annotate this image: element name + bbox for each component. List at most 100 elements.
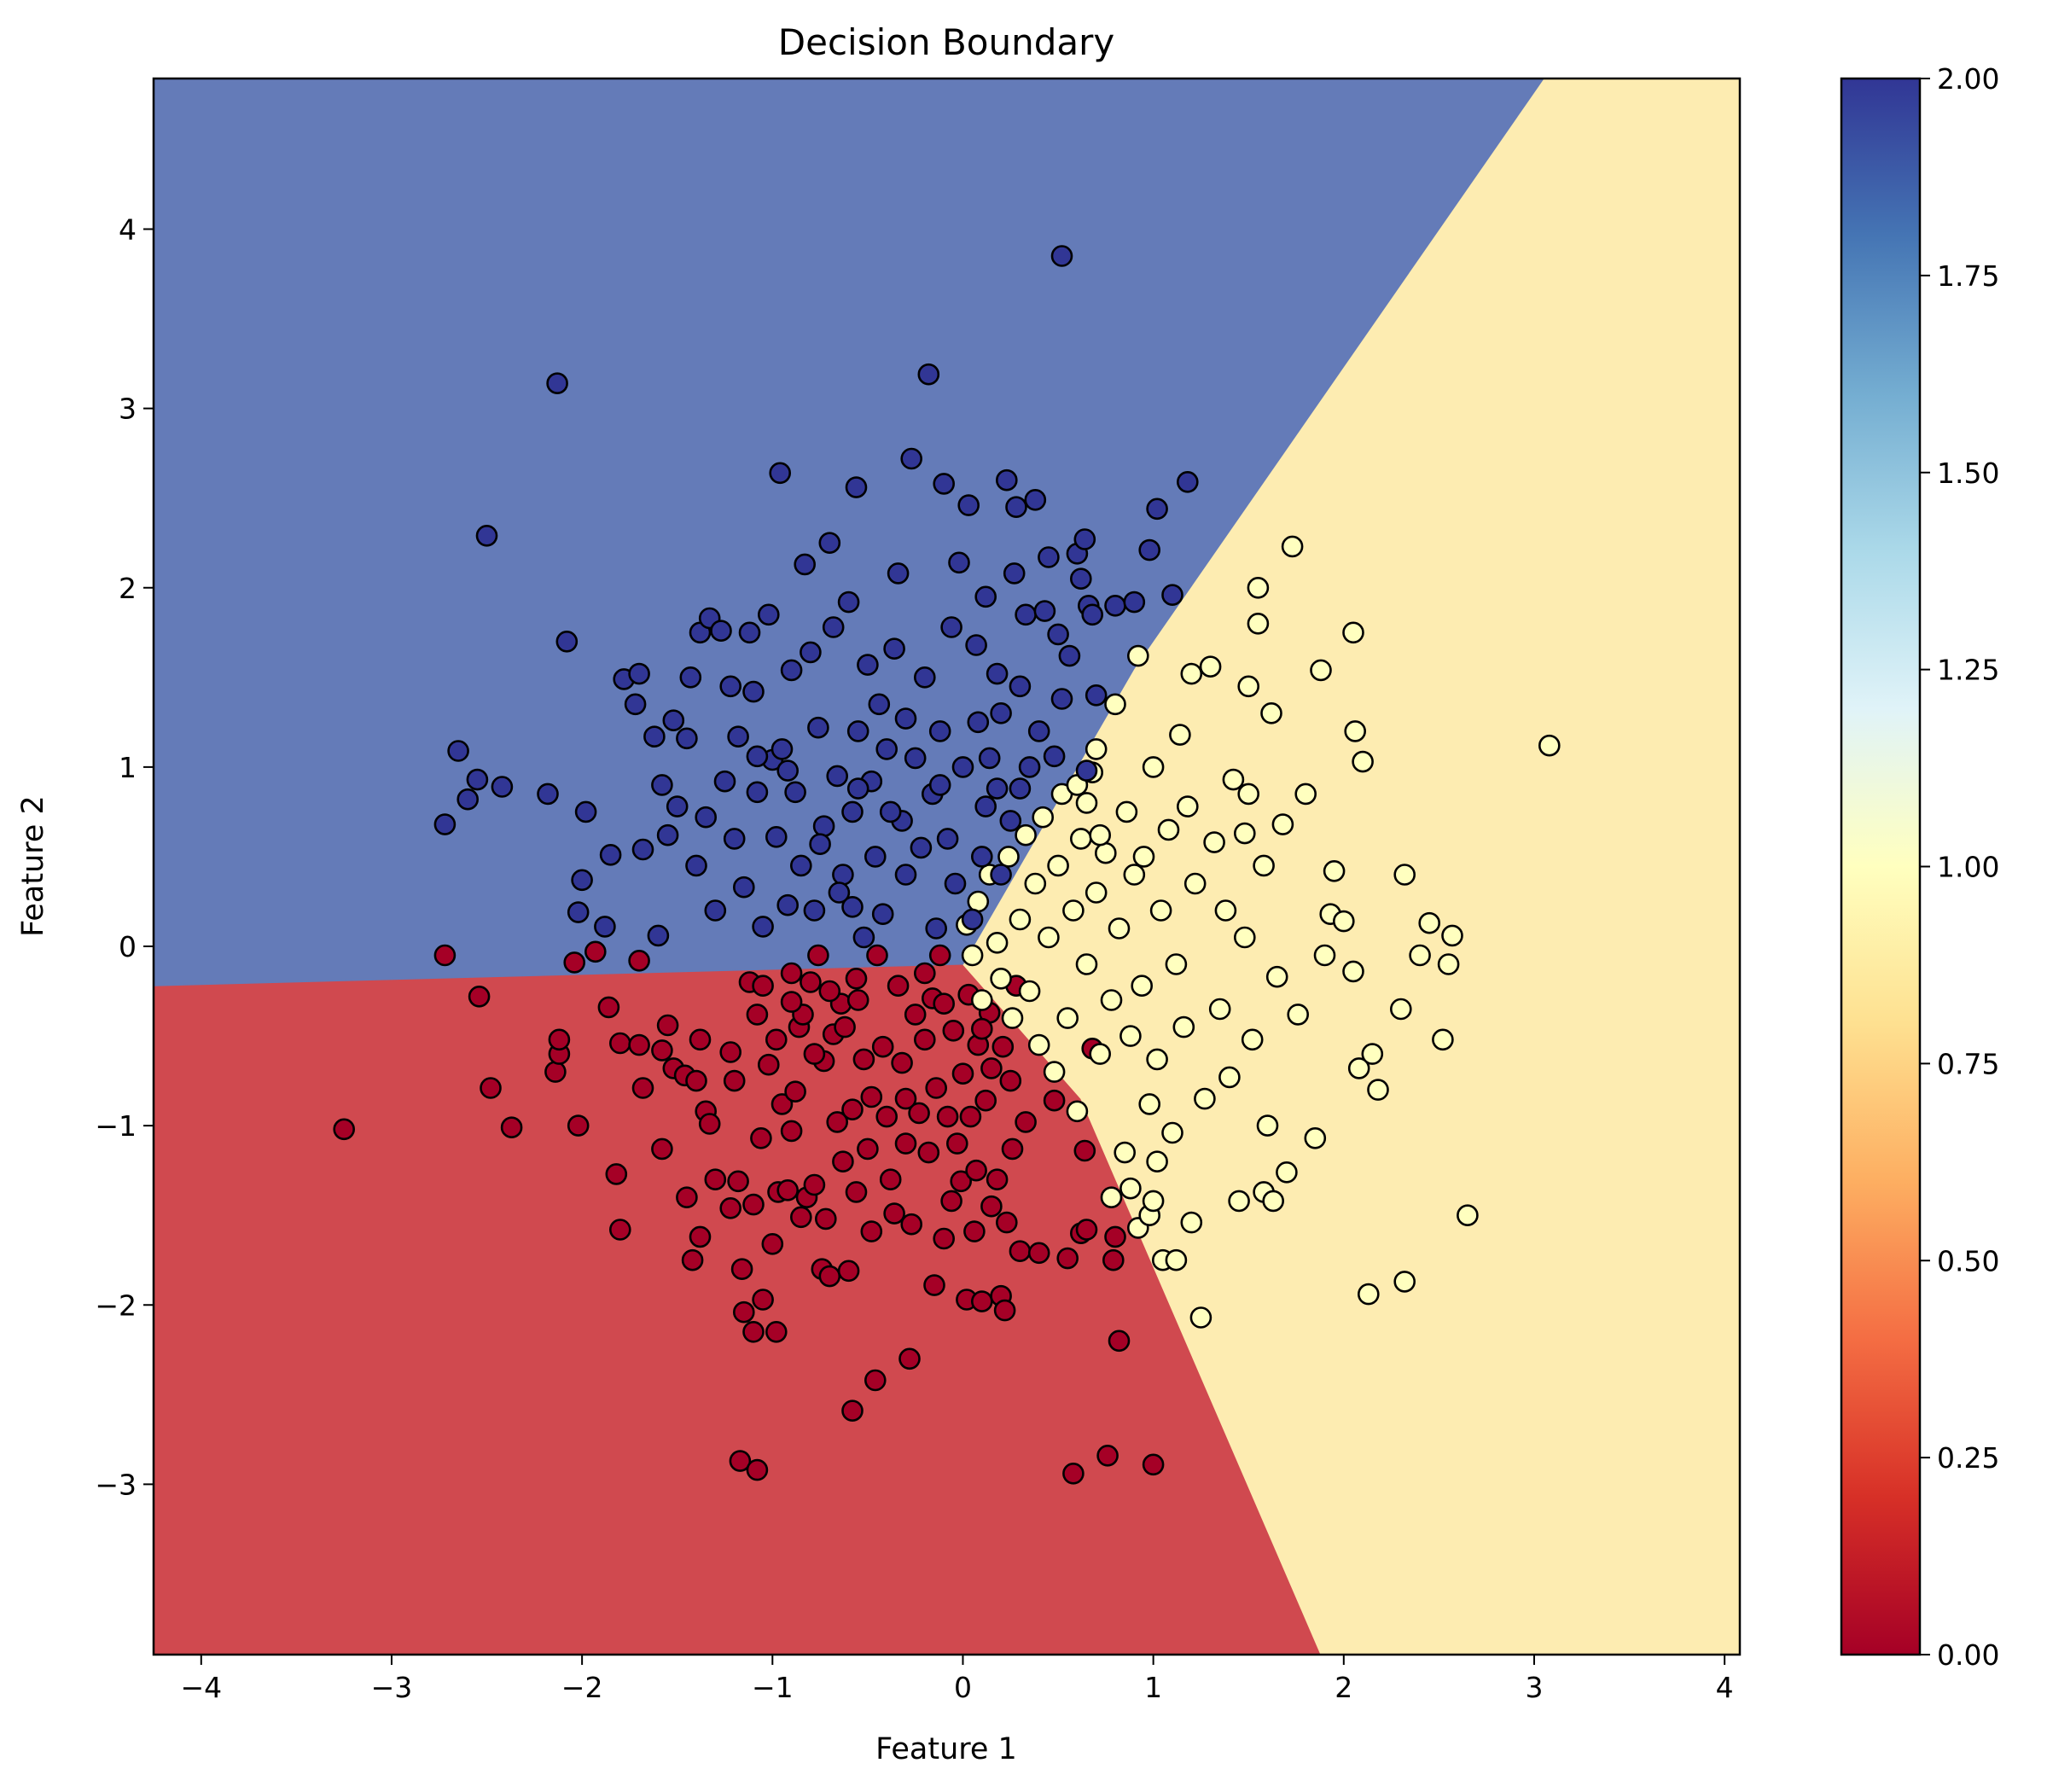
data-point-class-2 [986, 777, 1009, 800]
data-point-class-1 [1241, 1028, 1264, 1051]
data-point-class-0 [1108, 1329, 1131, 1353]
data-point-class-2 [491, 776, 514, 798]
data-point-class-1 [1138, 1093, 1160, 1115]
colorbar: 0.00 0.25 0.50 0.75 1.00 1.25 1.50 1.75 2.00 [1840, 62, 1999, 1672]
data-point-class-1 [1281, 535, 1304, 558]
data-point-class-0 [996, 1211, 1018, 1234]
data-point-class-2 [537, 783, 559, 806]
data-point-class-2 [555, 630, 579, 653]
data-point-class-1 [1095, 841, 1117, 864]
data-point-class-0 [727, 1170, 749, 1193]
colorbar-gradient [1840, 77, 1922, 1656]
data-point-class-1 [1172, 1015, 1195, 1039]
data-point-class-2 [776, 759, 800, 782]
colorbar-tick-label: 0.25 [1937, 1441, 1999, 1475]
data-point-class-0 [971, 1290, 993, 1312]
data-point-class-2 [765, 825, 788, 848]
data-point-class-2 [822, 616, 845, 638]
x-tick-label: −4 [180, 1671, 222, 1704]
data-point-class-2 [695, 806, 718, 829]
data-point-class-2 [1073, 528, 1096, 550]
data-point-class-2 [944, 872, 967, 895]
data-point-class-1 [1247, 576, 1270, 599]
data-point-class-2 [567, 901, 590, 923]
data-point-class-0 [900, 1213, 922, 1236]
data-point-class-0 [676, 1186, 698, 1208]
data-point-class-2 [928, 720, 951, 742]
data-point-class-0 [651, 1137, 673, 1161]
data-point-class-1 [1085, 881, 1108, 904]
data-point-class-2 [868, 693, 891, 716]
data-point-class-2 [794, 553, 817, 576]
data-point-class-2 [894, 864, 917, 886]
data-point-class-1 [1228, 1190, 1250, 1213]
data-point-class-0 [730, 1258, 753, 1280]
data-point-class-2 [746, 781, 769, 804]
data-point-class-0 [480, 1077, 502, 1099]
data-point-class-2 [1161, 584, 1183, 607]
data-point-class-2 [996, 468, 1018, 492]
data-point-class-2 [887, 562, 910, 585]
y-tick-label: 3 [119, 393, 137, 426]
data-point-class-0 [584, 940, 607, 963]
data-point-class-2 [875, 738, 898, 760]
data-point-class-1 [1194, 1087, 1216, 1110]
data-point-class-2 [738, 621, 761, 644]
data-point-class-2 [1050, 245, 1073, 267]
data-point-class-2 [1009, 675, 1032, 698]
y-tick-label: 0 [119, 930, 137, 963]
data-point-class-0 [980, 1195, 1003, 1218]
data-point-class-1 [1132, 846, 1155, 868]
data-point-class-2 [784, 781, 806, 804]
data-point-class-1 [961, 944, 984, 967]
data-point-class-1 [1183, 872, 1207, 895]
data-point-class-1 [1203, 831, 1225, 853]
data-point-class-2 [917, 363, 940, 386]
data-point-class-0 [544, 1061, 567, 1083]
data-point-class-2 [846, 720, 869, 742]
data-point-class-2 [1038, 546, 1060, 568]
data-point-class-2 [713, 770, 736, 793]
data-point-class-2 [965, 634, 987, 656]
data-point-class-2 [990, 864, 1012, 886]
data-point-class-1 [1157, 818, 1180, 841]
data-point-class-0 [846, 989, 869, 1011]
data-point-class-2 [704, 899, 727, 922]
data-point-class-0 [776, 1179, 800, 1201]
data-point-class-0 [723, 1069, 746, 1092]
data-point-class-0 [933, 1227, 955, 1250]
data-point-class-1 [1089, 823, 1111, 847]
data-point-class-1 [1100, 1186, 1123, 1208]
data-point-class-2 [826, 765, 849, 788]
data-point-class-1 [1265, 965, 1288, 988]
data-point-class-2 [1123, 591, 1146, 614]
data-point-class-2 [837, 591, 860, 614]
data-point-class-2 [1075, 759, 1098, 782]
data-point-class-1 [1131, 975, 1153, 997]
colorbar-tick-label: 1.00 [1937, 851, 1999, 884]
x-tick-label: 2 [1335, 1671, 1352, 1704]
y-tick-label: 4 [119, 213, 137, 247]
data-point-class-0 [857, 1137, 879, 1161]
data-point-class-2 [948, 551, 970, 574]
data-point-class-1 [1177, 795, 1199, 817]
data-point-class-1 [1115, 800, 1138, 823]
data-point-class-1 [1189, 1306, 1212, 1329]
data-point-class-2 [879, 800, 902, 823]
data-point-class-2 [742, 680, 765, 703]
data-point-class-1 [1323, 859, 1346, 882]
data-point-class-2 [457, 788, 480, 811]
data-point-class-2 [986, 662, 1009, 685]
data-point-class-1 [1075, 792, 1098, 814]
data-point-class-2 [676, 727, 698, 750]
data-point-class-1 [1108, 917, 1131, 940]
data-point-class-2 [1003, 562, 1026, 585]
x-tick-label: 0 [954, 1671, 972, 1704]
data-point-class-0 [500, 1116, 523, 1138]
data-point-class-2 [828, 881, 851, 904]
data-point-class-2 [769, 462, 792, 485]
data-point-class-0 [871, 1035, 894, 1058]
data-point-class-0 [689, 1225, 712, 1248]
data-point-class-1 [1347, 1057, 1370, 1079]
data-point-class-0 [651, 1039, 673, 1062]
